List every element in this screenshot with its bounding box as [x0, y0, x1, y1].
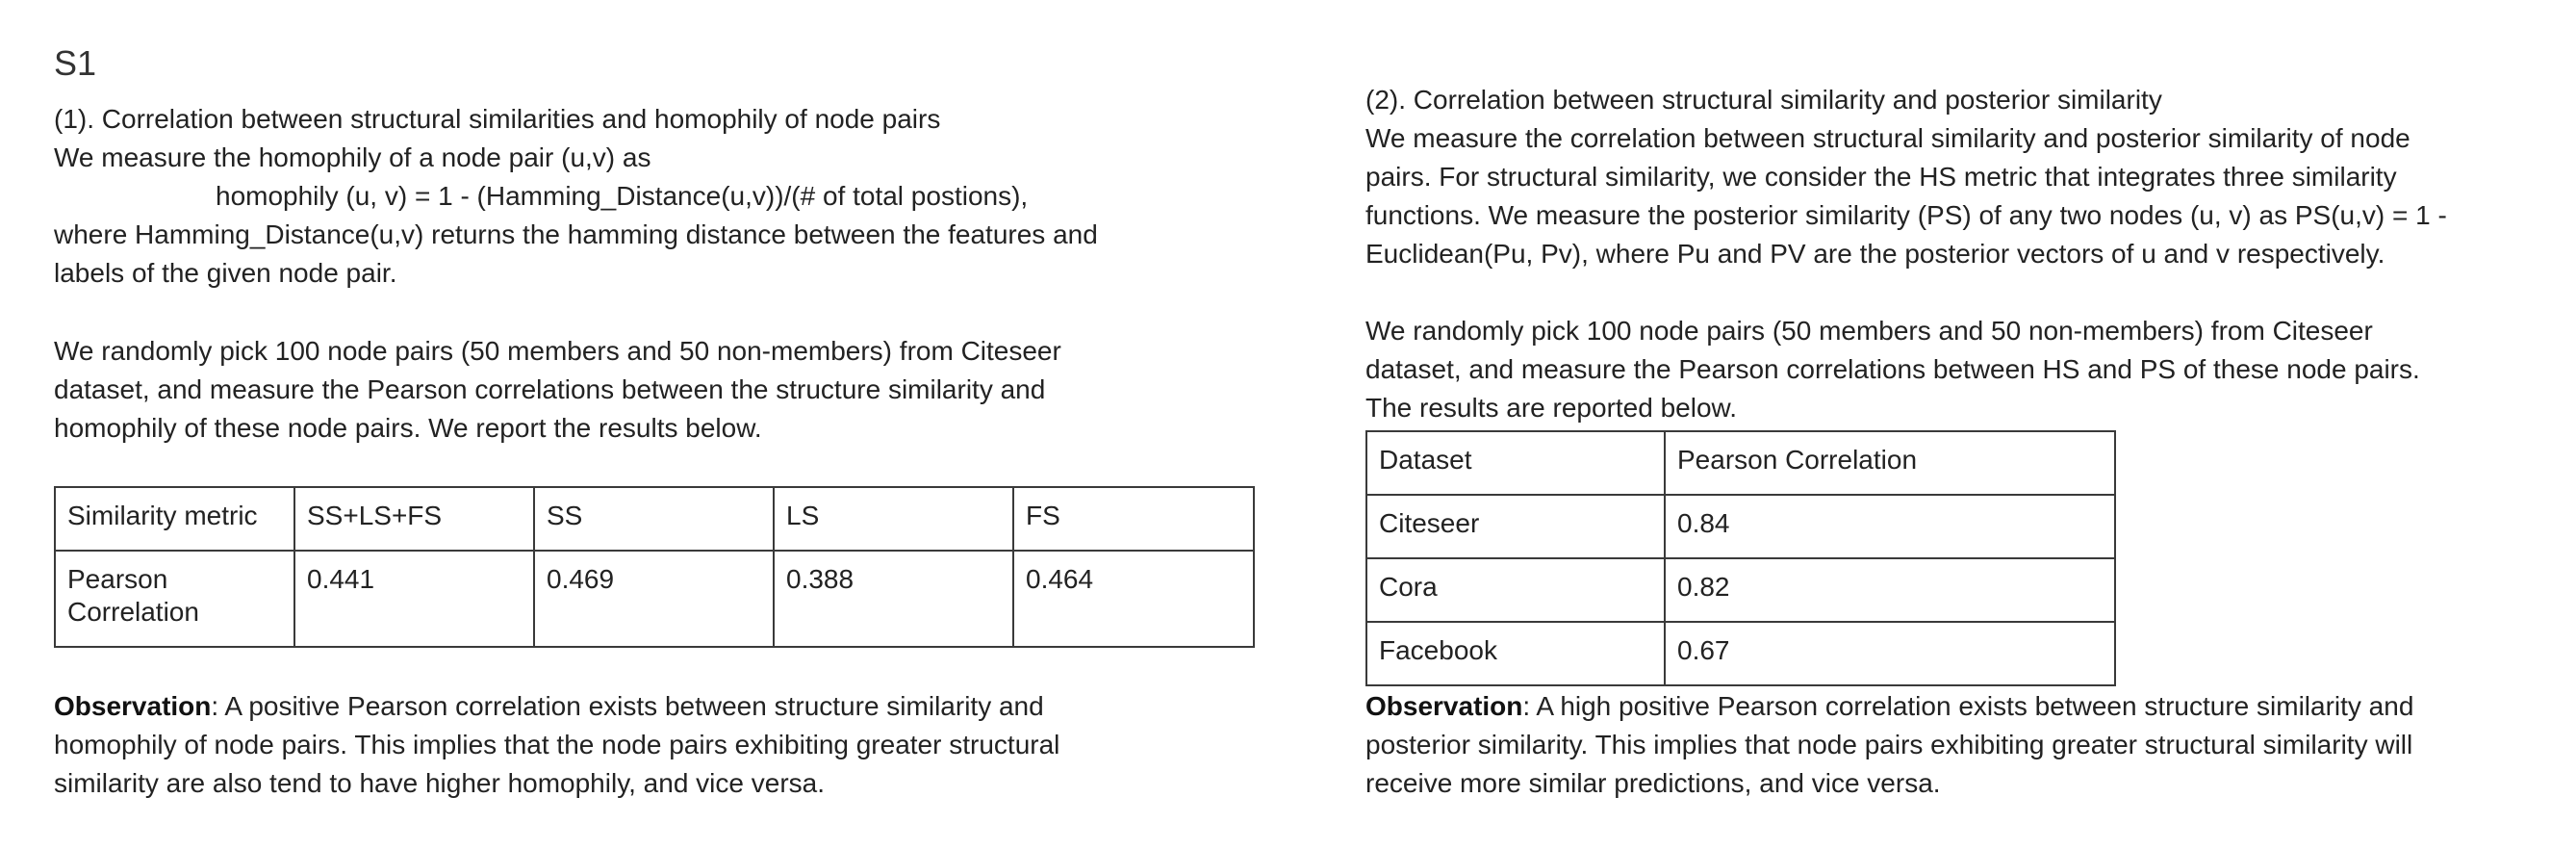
table-cell: Citeseer — [1365, 494, 1666, 559]
observation-label: Observation — [54, 691, 212, 721]
paragraph-line: We randomly pick 100 node pairs (50 memb… — [54, 336, 1061, 366]
table-header-row: Dataset Pearson Correlation — [1365, 430, 2116, 496]
observation-line: homophily of node pairs. This implies th… — [54, 730, 1060, 759]
table-cell: Cora — [1365, 557, 1666, 623]
paragraph-line: functions. We measure the posterior simi… — [1365, 200, 2447, 230]
observation-line: posterior similarity. This implies that … — [1365, 730, 2413, 759]
table-row: Cora 0.82 — [1365, 557, 2116, 623]
table-row: Facebook 0.67 — [1365, 621, 2116, 686]
paragraph-line: Euclidean(Pu, Pv), where Pu and PV are t… — [1365, 239, 2385, 269]
table-header-cell: LS — [773, 486, 1014, 552]
paragraph-line: The results are reported below. — [1365, 393, 1737, 423]
homophily-formula: homophily (u, v) = 1 - (Hamming_Distance… — [216, 181, 1029, 211]
table-cell: 0.84 — [1664, 494, 2116, 559]
table-cell: 0.388 — [773, 550, 1014, 648]
table-header-cell: FS — [1012, 486, 1255, 552]
observation-line: similarity are also tend to have higher … — [54, 768, 825, 798]
table-header-cell: SS+LS+FS — [293, 486, 535, 552]
section-heading: (1). Correlation between structural simi… — [54, 104, 941, 134]
observation-label: Observation — [1365, 691, 1523, 721]
paragraph-line: We randomly pick 100 node pairs (50 memb… — [1365, 316, 2373, 346]
paragraph-line: homophily of these node pairs. We report… — [54, 413, 762, 443]
table-cell: 0.441 — [293, 550, 535, 648]
table-row-label: Pearson Correlation — [54, 550, 295, 648]
row-label-line: Correlation — [67, 597, 199, 627]
paragraph-line: labels of the given node pair. — [54, 258, 397, 288]
observation-line: receive more similar predictions, and vi… — [1365, 768, 1941, 798]
observation-text: : A positive Pearson correlation exists … — [211, 691, 1044, 721]
table-cell: 0.464 — [1012, 550, 1255, 648]
table-header-cell: Pearson Correlation — [1664, 430, 2116, 496]
page-title: S1 — [54, 43, 97, 83]
paragraph-line: We measure the homophily of a node pair … — [54, 142, 651, 172]
table-cell: Facebook — [1365, 621, 1666, 686]
paragraph-line: dataset, and measure the Pearson correla… — [54, 374, 1046, 404]
paragraph-line: dataset, and measure the Pearson correla… — [1365, 354, 2420, 384]
observation-line: Observation: A positive Pearson correlat… — [54, 687, 1257, 726]
paragraph-line: pairs. For structural similarity, we con… — [1365, 162, 2397, 192]
paragraph-line: We measure the correlation between struc… — [1365, 123, 2410, 153]
observation-line: Observation: A high positive Pearson cor… — [1365, 687, 2568, 726]
table-header-cell: Similarity metric — [54, 486, 295, 552]
table-header-row: Similarity metric SS+LS+FS SS LS FS — [54, 486, 1255, 552]
table-header-cell: SS — [533, 486, 775, 552]
paragraph-line: where Hamming_Distance(u,v) returns the … — [54, 219, 1098, 249]
table-header-cell: Dataset — [1365, 430, 1666, 496]
table-cell: 0.469 — [533, 550, 775, 648]
table-cell: 0.82 — [1664, 557, 2116, 623]
row-label-line: Pearson — [67, 564, 168, 594]
table-row: Citeseer 0.84 — [1365, 494, 2116, 559]
dataset-correlation-table: Dataset Pearson Correlation Citeseer 0.8… — [1365, 430, 2116, 686]
observation-text: : A high positive Pearson correlation ex… — [1522, 691, 2414, 721]
section-heading: (2). Correlation between structural simi… — [1365, 85, 2162, 115]
similarity-correlation-table: Similarity metric SS+LS+FS SS LS FS Pear… — [54, 486, 1255, 648]
table-cell: 0.67 — [1664, 621, 2116, 686]
table-row: Pearson Correlation 0.441 0.469 0.388 0.… — [54, 550, 1255, 648]
